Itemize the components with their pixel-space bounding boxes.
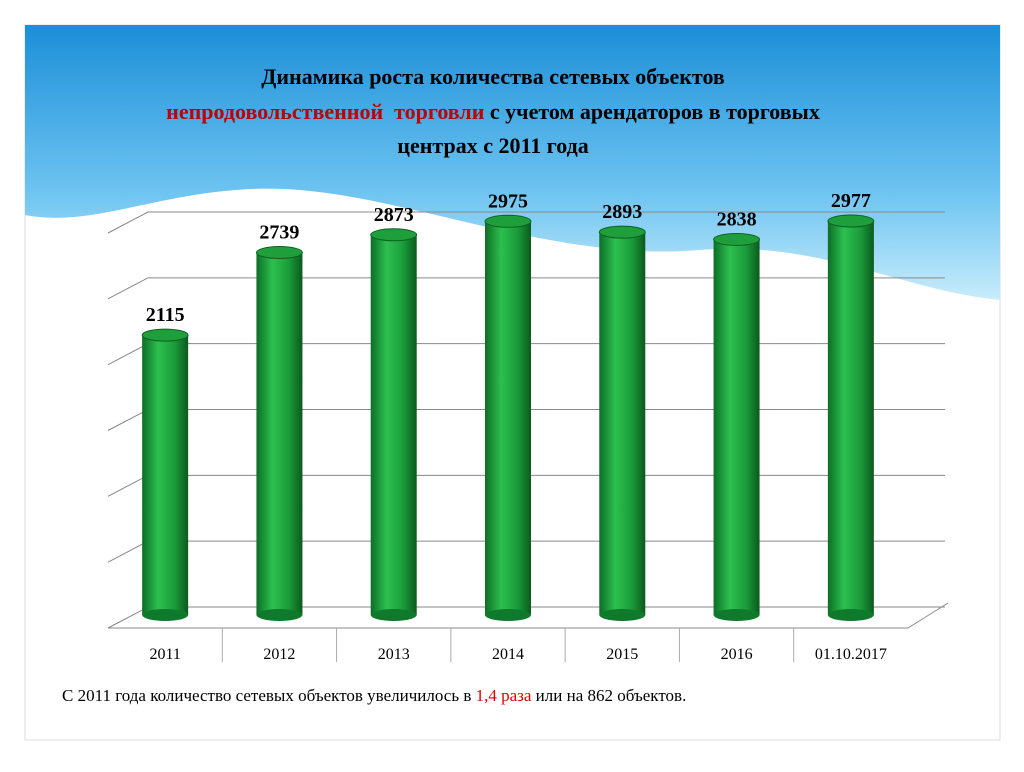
bar-base	[142, 609, 189, 621]
chart-title: Динамика роста количества сетевых объект…	[261, 64, 725, 89]
bar-cap	[141, 328, 189, 342]
value-label: 2838	[717, 208, 757, 230]
value-label: 2977	[831, 190, 871, 212]
floor-edge	[907, 602, 949, 629]
bar	[713, 239, 760, 616]
note-text: или на 862 объектов.	[536, 686, 687, 705]
background-wave	[25, 25, 1000, 300]
grid-line	[107, 277, 945, 300]
bar-cap	[255, 246, 303, 260]
x-tick-label: 2014	[492, 646, 524, 663]
bar	[370, 234, 417, 615]
x-tick-label: 2012	[263, 646, 295, 663]
note-text: С 2011 года количество сетевых объектов …	[62, 686, 471, 705]
value-label: 2873	[374, 204, 414, 226]
x-tick-label: 2015	[606, 646, 638, 663]
x-tick-label: 2016	[721, 646, 753, 663]
title-part: с учетом арендаторов в торговых	[490, 99, 820, 124]
x-tick-label: 2013	[378, 646, 410, 663]
bar-cap	[370, 228, 418, 242]
bar	[485, 221, 531, 615]
note-highlight: 1,4 раза	[476, 686, 532, 705]
bar-base	[713, 609, 760, 621]
bar-cap	[484, 214, 532, 228]
bar-base	[370, 609, 417, 621]
x-tick-label: 01.10.2017	[815, 646, 887, 663]
bar	[142, 335, 189, 615]
value-label: 2975	[488, 190, 528, 212]
bar-cap	[598, 225, 646, 239]
value-label: 2893	[602, 201, 642, 223]
x-tick-label: 2011	[149, 646, 180, 663]
bar-base	[599, 609, 646, 621]
bar-cap	[827, 214, 875, 228]
chart-title: непродовольственной торговли с учетом ар…	[166, 99, 820, 124]
bar-base	[485, 609, 531, 621]
title-highlight: непродовольственной торговли	[166, 99, 485, 124]
value-label: 2115	[146, 304, 185, 326]
bar	[256, 252, 303, 615]
bar	[827, 221, 874, 615]
grid-line	[107, 211, 945, 234]
value-label: 2739	[259, 222, 299, 244]
bar-base	[827, 609, 874, 621]
chart-title: центрах с 2011 года	[397, 133, 588, 158]
plot: 2011 2115 2012 2739 2013 2873 2014 2975 2015 2893…	[107, 190, 949, 663]
bar-cap	[713, 232, 761, 246]
bar-base	[256, 609, 303, 621]
note: С 2011 года количество сетевых объектов …	[62, 686, 686, 705]
bar	[599, 232, 646, 615]
